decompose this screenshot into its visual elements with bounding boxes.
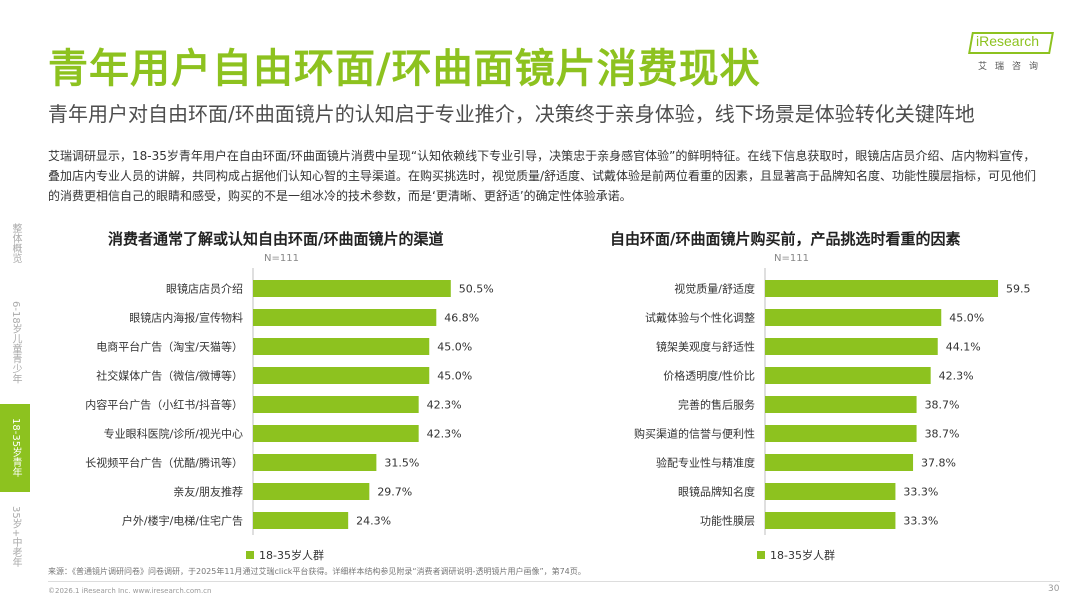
footer-divider [48,581,1060,582]
bar [765,309,942,326]
bar [253,280,451,297]
category-label: 亲友/朋友推荐 [173,485,243,499]
category-label: 长视频平台广告（优酷/腾讯等） [85,456,243,470]
page-description: 艾瑞调研显示，18-35岁青年用户在自由环面/环曲面镜片消费中呈现“认知依赖线下… [48,149,1037,203]
chart2-legend-label: 18-35岁人群 [770,549,835,562]
bar-value-label: 38.7% [925,428,960,441]
bar-value-label: 59.5% [1006,283,1030,296]
bar-value-label: 45.0% [437,341,472,354]
bar-value-label: 24.3% [356,515,391,528]
bar-value-label: 45.0% [437,370,472,383]
bar [765,425,917,442]
bar [253,396,419,413]
logo-cn-text: 艾瑞咨询 [978,62,1047,72]
bar-value-label: 44.1% [946,341,981,354]
chart1-legend-label: 18-35岁人群 [259,549,324,562]
bar-value-label: 42.3% [427,428,462,441]
logo-text: iResearch [976,33,1040,49]
source-note: 来源：《普通镜片调研问卷》问卷调研，于2025年11月通过艾瑞click平台获得… [48,567,586,576]
page-number: 30 [1048,584,1060,594]
copyright-note: ©2026.1 iResearch Inc. www.iresearch.com… [48,587,212,595]
chart2-legend: 18-35岁人群 [757,547,835,563]
category-label: 镜架美观度与舒适性 [656,340,755,354]
bar-value-label: 38.7% [925,399,960,412]
nav-item-senior[interactable]: 35岁+中老年 [10,506,21,568]
category-label: 试戴体验与个性化调整 [645,311,755,325]
bar-value-label: 29.7% [377,486,412,499]
chart2-plot: 视觉质量/舒适度 59.5% 试戴体验与个性化调整 45.0% 镜架美观度与舒适性 44.… [634,268,1030,535]
bar [253,425,419,442]
bar [253,454,377,471]
nav-item-youth[interactable]: 6-18岁儿童青少年 [10,300,21,384]
bar-value-label: 46.8% [444,312,479,325]
chart1-sample-size: N=111 [264,253,299,264]
bar [765,396,917,413]
category-label: 内容平台广告（小红书/抖音等） [85,398,243,412]
bar [253,338,430,355]
bar-value-label: 42.3% [427,399,462,412]
category-label: 价格透明度/性价比 [663,369,755,383]
category-label: 功能性膜层 [700,514,755,528]
category-label: 完善的售后服务 [678,398,755,412]
category-label: 眼镜店店员介绍 [166,282,243,296]
bar-value-label: 33.3% [903,486,938,499]
chart2-title: 自由环面/环曲面镜片购买前，产品挑选时看重的因素 [610,230,961,248]
page-title: 青年用户自由环面/环曲面镜片消费现状 [48,46,761,92]
bar-value-label: 33.3% [903,515,938,528]
bar [253,512,349,529]
nav-item-young-adult[interactable]: 18-35岁青年 [0,404,30,492]
bar-value-label: 31.5% [384,457,419,470]
bar-value-label: 50.5% [459,283,494,296]
bar-value-label: 42.3% [939,370,974,383]
chart1-plot: 眼镜店店员介绍 50.5% 眼镜店内海报/宣传物料 46.8% 电商平台广告（淘宝/天猫… [85,268,494,535]
bar [765,454,914,471]
bar [765,483,896,500]
category-label: 社交媒体广告（微信/微博等） [96,369,243,383]
category-label: 验配专业性与精准度 [656,456,755,470]
bar [253,483,370,500]
bar [253,309,437,326]
chart2-sample-size: N=111 [774,253,809,264]
bar [765,512,896,529]
category-label: 眼镜店内海报/宣传物料 [129,311,243,325]
category-label: 眼镜品牌知名度 [678,485,755,499]
chart1-title: 消费者通常了解或认知自由环面/环曲面镜片的渠道 [108,230,444,248]
category-label: 专业眼科医院/诊所/视光中心 [104,427,243,441]
category-label: 视觉质量/舒适度 [674,282,755,296]
legend-swatch-icon [246,551,254,559]
category-label: 电商平台广告（淘宝/天猫等） [96,340,243,354]
category-label: 购买渠道的信誉与便利性 [634,427,755,441]
bar [765,280,999,297]
bar-value-label: 37.8% [921,457,956,470]
chart1-legend: 18-35岁人群 [246,547,324,563]
page-subtitle: 青年用户对自由环面/环曲面镜片的认知启于专业推介，决策终于亲身体验，线下场景是体… [48,102,975,126]
bar [765,367,931,384]
bar [253,367,430,384]
bar-value-label: 45.0% [949,312,984,325]
nav-item-overview[interactable]: 整体概览 [10,223,21,263]
category-label: 户外/楼宇/电梯/住宅广告 [122,514,243,528]
bar [765,338,938,355]
legend-swatch-icon [757,551,765,559]
iresearch-logo: iResearch 艾瑞咨询 [962,28,1062,74]
